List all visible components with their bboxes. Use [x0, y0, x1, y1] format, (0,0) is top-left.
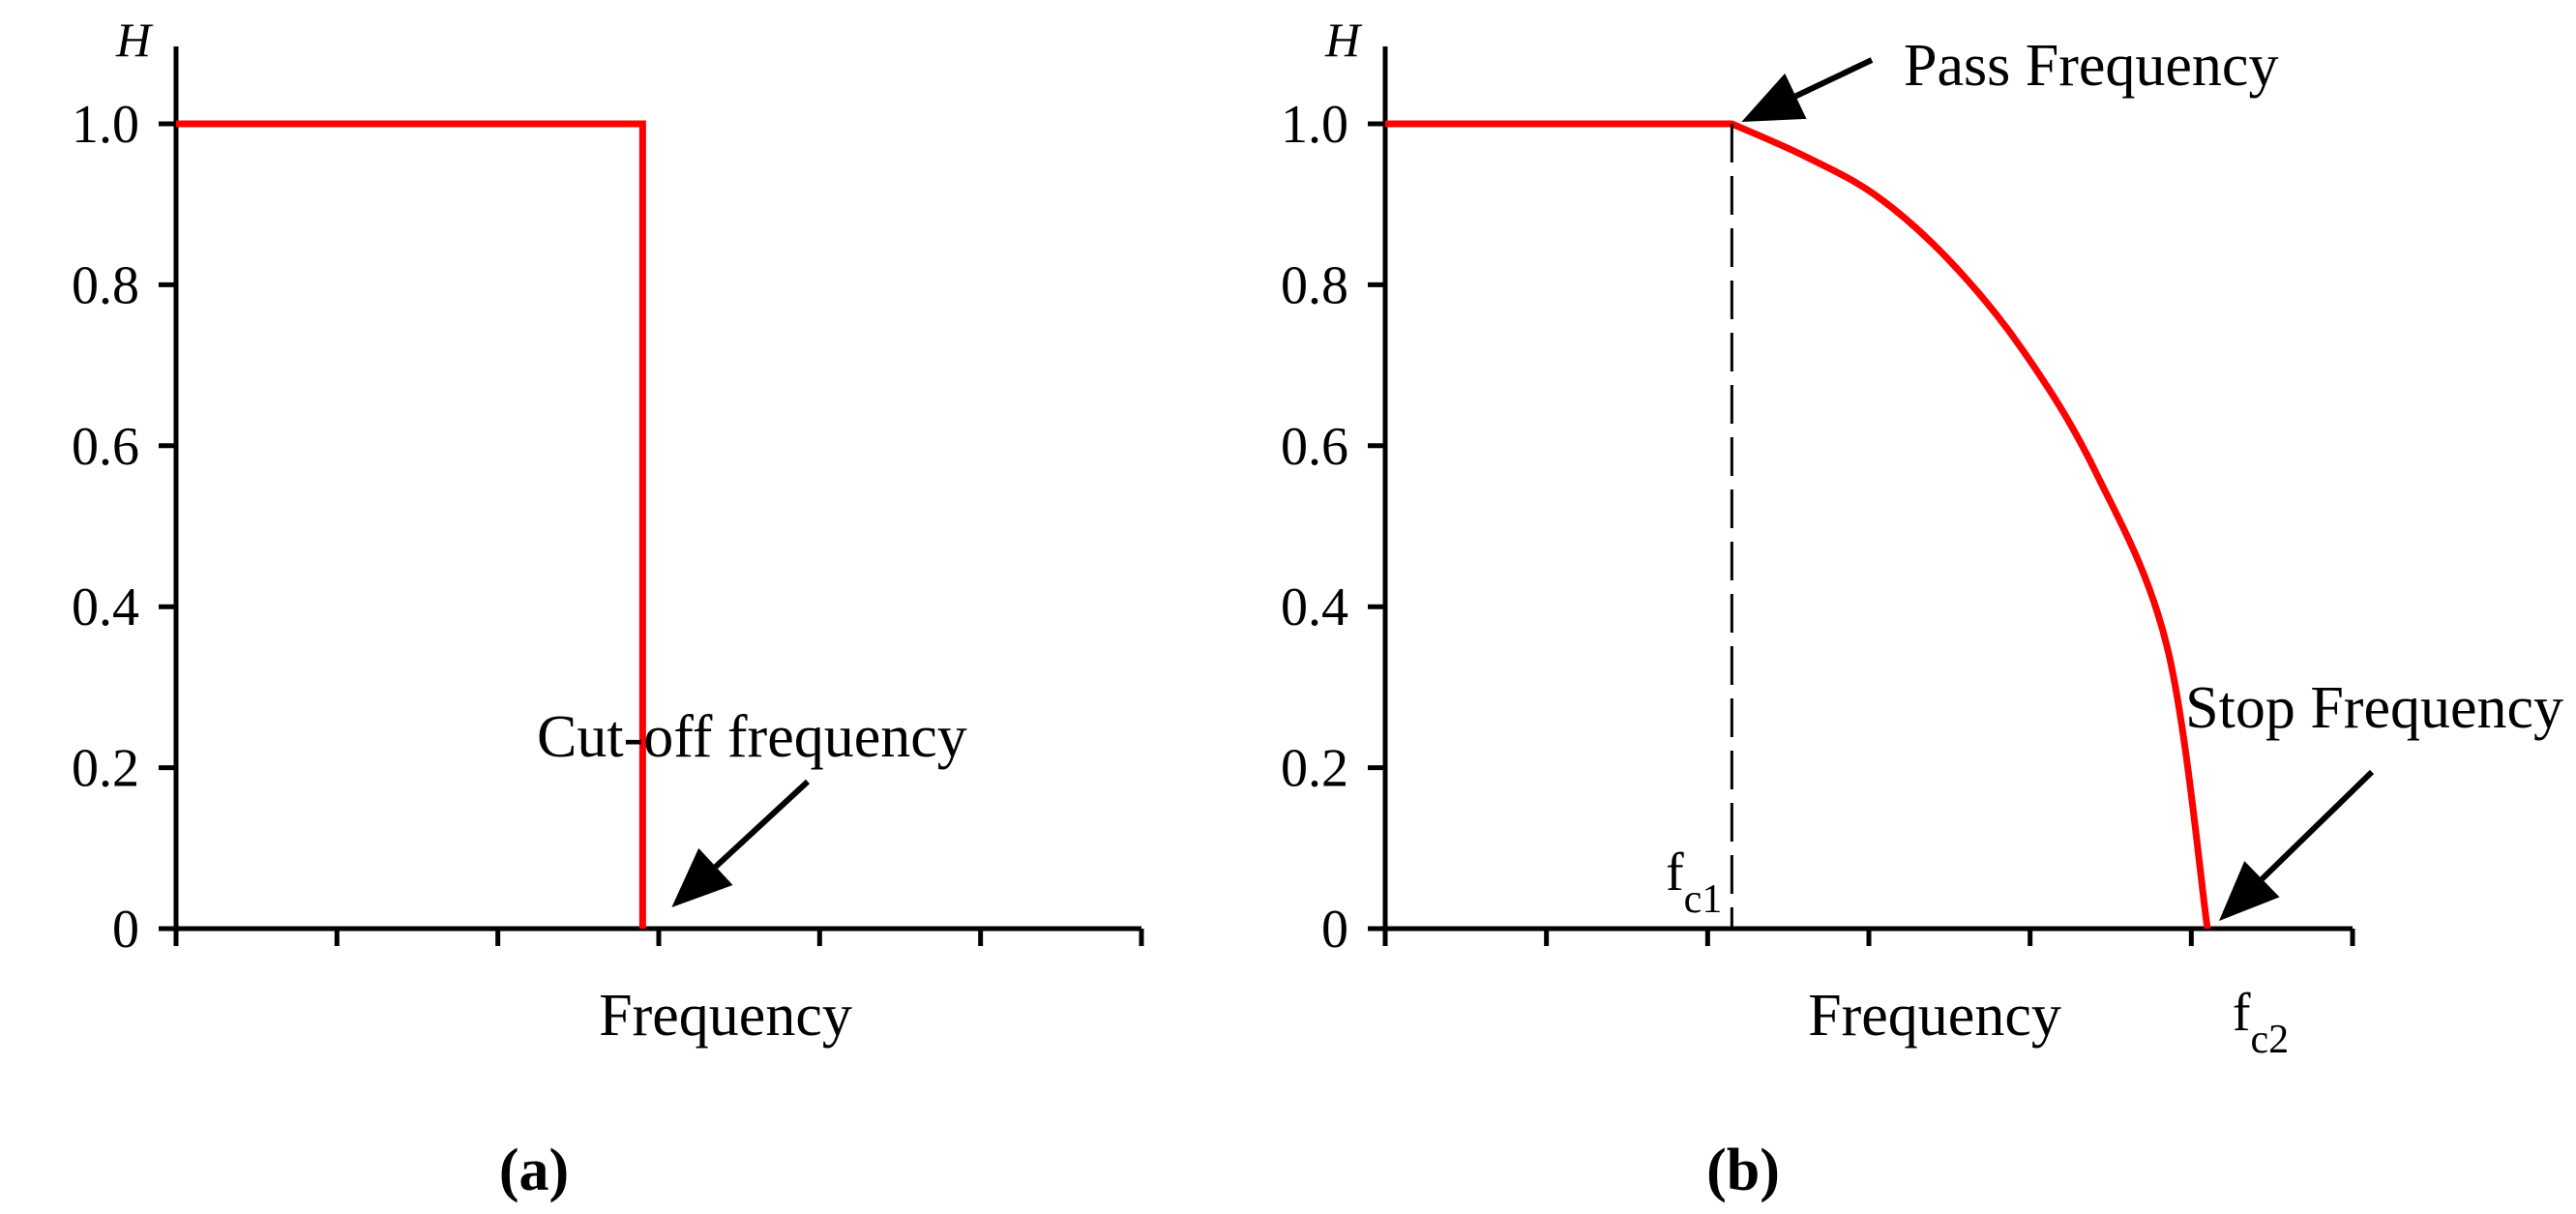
panel-a-y-tick-label: 0.6	[72, 417, 139, 477]
panel-a-y-tick-label: 0.4	[72, 577, 139, 637]
panel-a-y-tick-label: 0	[112, 900, 139, 960]
panel-b-x-axis-label: Frequency	[1808, 983, 2061, 1049]
pass-arrow-line	[1794, 57, 1874, 100]
panel-b-y-tick-label: 0.6	[1281, 417, 1348, 477]
panel-b-label: (b)	[1706, 1138, 1780, 1203]
panel-a-label: (a)	[499, 1138, 569, 1203]
panel-a-y-tick-label: 1.0	[72, 95, 139, 155]
panel-a-y-tick-label: 0.8	[72, 255, 139, 315]
panel-a-response-curve	[176, 120, 646, 929]
panel-a-x-axis-label: Frequency	[599, 983, 852, 1049]
panel-b-y-tick-label: 0.2	[1281, 739, 1348, 799]
panel-b-y-tick-label: 0.8	[1281, 255, 1348, 315]
cutoff-arrow-head	[671, 847, 733, 907]
fc1-label: fc1	[1666, 843, 1722, 922]
panel-b-y-tick-label: 1.0	[1281, 95, 1348, 155]
panel-b-response-curve	[1385, 120, 2211, 930]
stop-arrow-line	[2260, 769, 2375, 881]
pass-arrow-head	[1741, 73, 1807, 122]
panel-b-y-tick-label: 0	[1321, 900, 1348, 960]
cutoff-arrow-line	[713, 779, 811, 870]
pass-frequency-label: Pass Frequency	[1904, 33, 2278, 99]
fc2-label: fc2	[2233, 983, 2289, 1062]
panel-b-y-axis-label: H	[1324, 13, 1363, 67]
panel-a-y-axis-label: H	[115, 13, 154, 67]
panel-b-y-tick-label: 0.4	[1281, 577, 1348, 637]
stop-frequency-label: Stop Frequency	[2185, 675, 2563, 741]
stop-arrow-head	[2219, 861, 2280, 921]
cutoff-frequency-label: Cut-off frequency	[537, 704, 967, 770]
panel-a-y-tick-label: 0.2	[72, 739, 139, 799]
